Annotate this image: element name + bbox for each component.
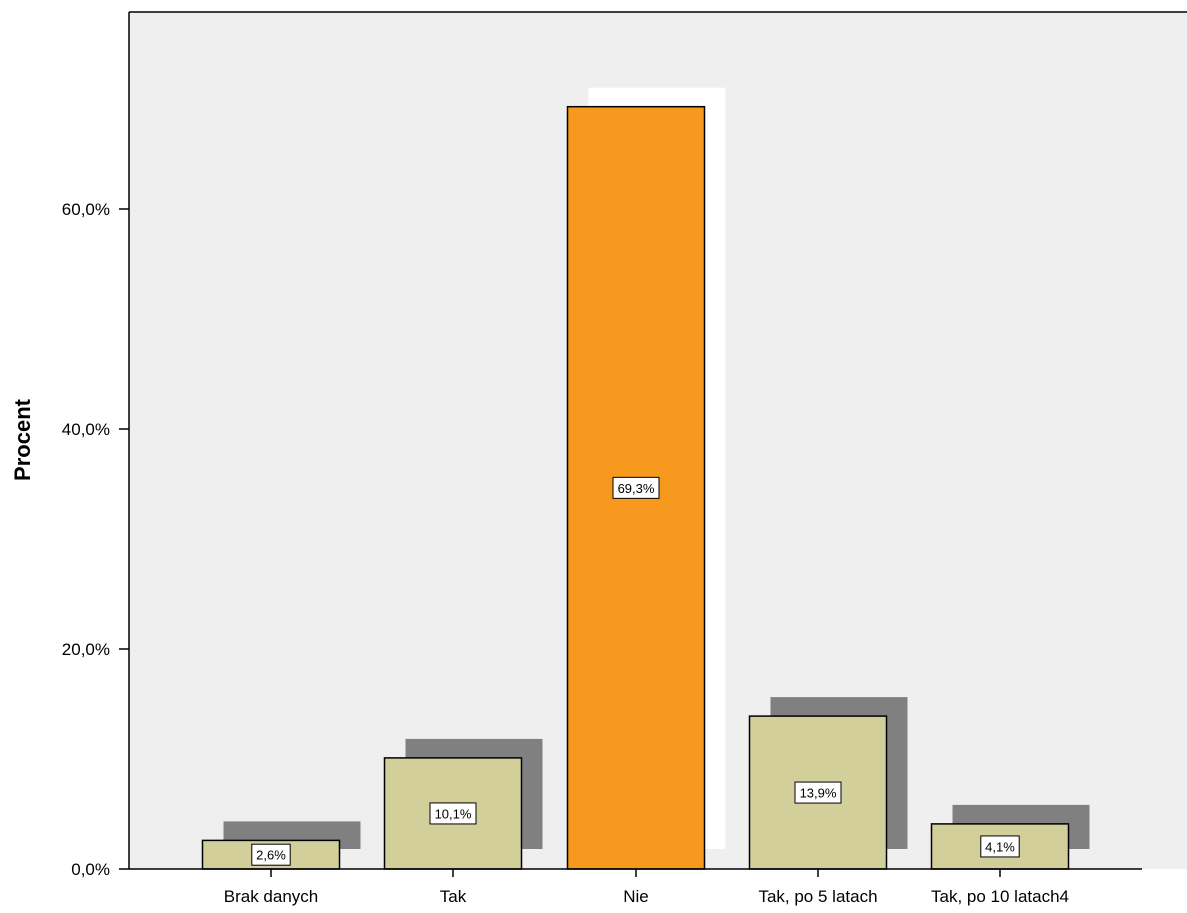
- y-tick-label: 60,0%: [62, 200, 110, 219]
- x-tick-label: Brak danych: [224, 887, 319, 906]
- data-label: 69,3%: [618, 481, 655, 496]
- y-tick-label: 0,0%: [71, 860, 110, 879]
- y-axis-ticks: 0,0% 20,0% 40,0% 60,0%: [62, 200, 129, 879]
- data-label: 10,1%: [435, 806, 472, 821]
- x-tick-label: Tak: [440, 887, 467, 906]
- x-tick-label: Nie: [623, 887, 649, 906]
- y-tick-label: 40,0%: [62, 420, 110, 439]
- x-tick-label: Tak, po 5 latach: [758, 887, 877, 906]
- x-tick-label: Tak, po 10 latach4: [931, 887, 1069, 906]
- data-label-box: [794, 781, 842, 804]
- data-label-box: [980, 835, 1020, 858]
- y-tick-label: 20,0%: [62, 640, 110, 659]
- data-label-box: [612, 476, 660, 499]
- data-label: 2,6%: [256, 848, 286, 863]
- data-label: 13,9%: [800, 786, 837, 801]
- data-label-box: [429, 802, 477, 825]
- bar-data-labels: 2,6% 10,1% 69,3% 13,9% 4,1%: [251, 476, 1020, 866]
- data-label: 4,1%: [985, 839, 1015, 854]
- data-label-box: [251, 843, 291, 866]
- y-axis-label: Procent: [10, 398, 35, 481]
- x-axis-ticks: Brak danych Tak Nie Tak, po 5 latach Tak, po…: [224, 869, 1069, 906]
